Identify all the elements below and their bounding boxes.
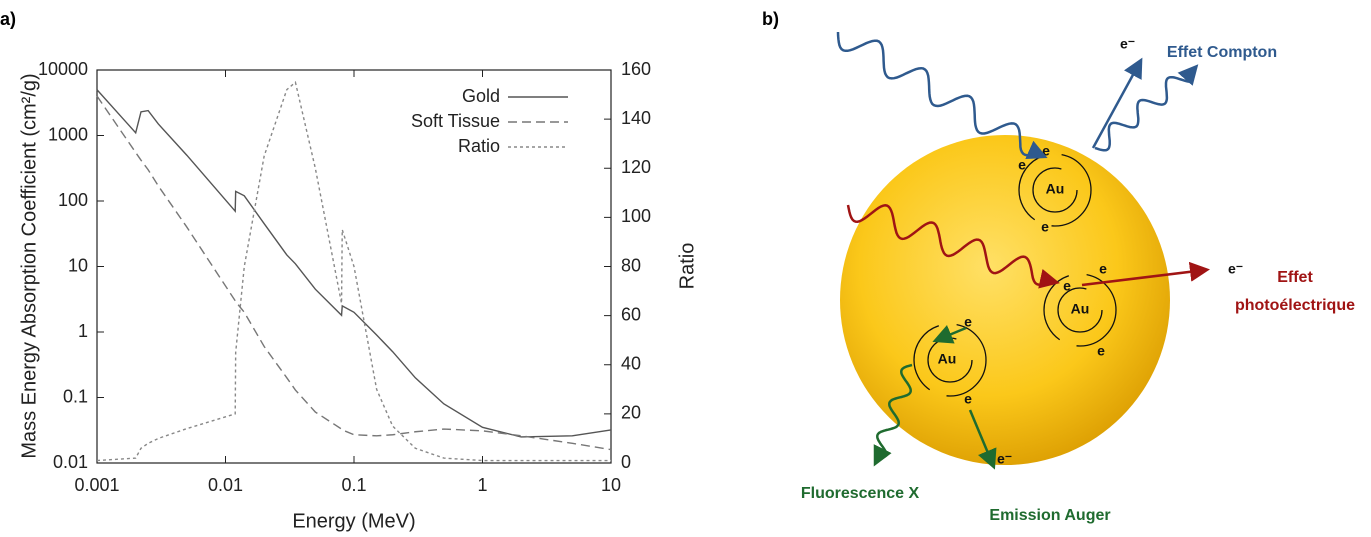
x-tick-label: 0.1 [341,475,366,495]
y2-tick-label: 60 [621,304,641,324]
y-tick-label: 0.1 [63,386,88,406]
y2-tick-label: 0 [621,452,631,472]
y2-tick-label: 100 [621,206,651,226]
atom-label: Au [1046,181,1065,197]
chart: Energy (MeV) Mass Energy Absorption Coef… [18,59,698,533]
atom-label: Au [938,351,957,367]
series-line [96,89,612,438]
electron: e [964,314,972,330]
legend-label: Ratio [458,136,500,156]
y2-tick-label: 40 [621,354,641,374]
x-tick-label: 1 [477,475,487,495]
scattered-photon [1094,64,1199,152]
atom-shells [913,153,1117,397]
electron: e [1041,219,1049,235]
y2-tick-label: 20 [621,403,641,423]
atom-label: Au [1071,301,1090,317]
series-line [96,80,611,462]
x-tick-label: 0.001 [74,475,119,495]
y2-tick-label: 120 [621,157,651,177]
electron: e [1097,343,1105,359]
y-tick-label: 100 [58,190,88,210]
y2-tick-label: 80 [621,255,641,275]
panel-label: a) [0,9,16,29]
y-tick-label: 1000 [48,124,88,144]
fluorescence-photon [873,363,913,467]
y-tick-label: 10 [68,255,88,275]
electron: e [1018,157,1026,173]
y2-tick-label: 160 [621,59,651,79]
x-axis-label: Energy (MeV) [292,510,415,532]
auger-electron [968,409,997,470]
ejected-electron [1091,57,1143,149]
ejected-electron [1081,261,1210,287]
y-tick-label: 10000 [38,59,88,79]
photon-wave [836,31,1048,160]
y2-tick-label: 140 [621,108,651,128]
effect-label: Effet [1277,269,1313,286]
y2-axis-label: Ratio [676,243,698,290]
electron: e [1042,143,1050,159]
series-line [96,95,612,451]
electron-transition [932,325,967,344]
x-tick-label: 0.01 [208,475,243,495]
electron-label: e⁻ [997,451,1012,467]
x-tick-label: 10 [601,475,621,495]
effect-label: photoélectrique [1235,297,1355,314]
legend-label: Gold [462,86,500,106]
electron: e [1063,278,1071,294]
y-axis-label: Mass Energy Absorption Coefficient (cm²/… [18,73,40,458]
electron: e [964,391,972,407]
y-tick-label: 1 [78,321,88,341]
electron: e [1099,261,1107,277]
gold-nanoparticle [840,135,1170,465]
effect-label: Fluorescence X [801,485,920,502]
effect-label: Emission Auger [989,507,1110,524]
effect-label: Effet Compton [1167,44,1277,61]
panel-label: b) [762,9,779,29]
electron-label: e⁻ [1228,261,1243,277]
legend-label: Soft Tissue [411,111,500,131]
electron-label: e⁻ [1120,36,1135,52]
y-tick-label: 0.01 [53,452,88,472]
diagram: Au e e e Au e e e Au e e e⁻ e⁻ e⁻ Effet … [801,31,1355,524]
photon-wave [846,204,1060,289]
